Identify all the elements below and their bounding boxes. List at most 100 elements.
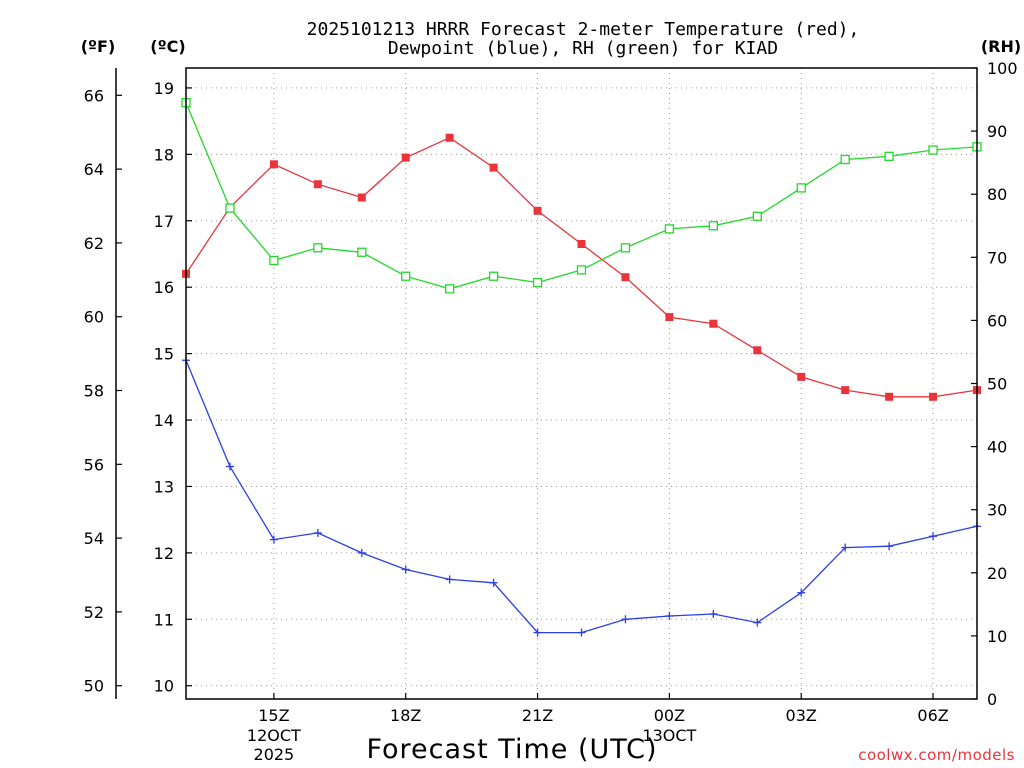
temperature-data-point xyxy=(709,319,718,328)
rh-data-point xyxy=(269,255,279,266)
rh-data-point xyxy=(357,247,367,257)
rh-tick-label: 30 xyxy=(987,501,1007,520)
temperature-data-point xyxy=(753,346,762,355)
fahrenheit-tick-label: 66 xyxy=(84,86,104,105)
temperature-data-point xyxy=(533,206,542,215)
rh-tick-label: 70 xyxy=(987,248,1007,267)
temperature-data-point xyxy=(445,133,454,142)
dewpoint-data-point xyxy=(841,543,850,552)
dewpoint-data-point xyxy=(269,535,278,544)
temperature-data-point xyxy=(797,372,806,381)
celsius-tick-label: 11 xyxy=(154,610,174,629)
celsius-tick-label: 14 xyxy=(154,411,174,430)
rh-data-point xyxy=(620,243,631,253)
temperature-data-point xyxy=(885,392,894,401)
dewpoint-data-point xyxy=(313,528,322,537)
x-tick-label: 18Z xyxy=(390,706,421,725)
rh-data-point xyxy=(488,271,499,281)
dewpoint-series-line xyxy=(185,360,978,634)
chart-title: 2025101213 HRRR Forecast 2-meter Tempera… xyxy=(307,19,860,40)
rh-tick-label: 80 xyxy=(987,185,1007,204)
x-tick-label: 06Z xyxy=(917,706,948,725)
celsius-tick-label: 13 xyxy=(154,477,174,496)
celsius-unit-label: (ºC) xyxy=(150,37,185,56)
rh-series-line xyxy=(185,102,978,290)
dewpoint-data-point xyxy=(929,532,938,541)
x-tick-year-label: 2025 xyxy=(254,745,295,764)
temperature-data-point xyxy=(577,240,586,249)
x-tick-label: 21Z xyxy=(522,706,553,725)
fahrenheit-tick-label: 50 xyxy=(84,677,104,696)
series-layer xyxy=(181,98,982,637)
rh-tick-label: 50 xyxy=(987,375,1007,394)
rh-tick-label: 10 xyxy=(987,627,1007,646)
fahrenheit-tick-label: 52 xyxy=(84,603,104,622)
fahrenheit-tick-label: 62 xyxy=(84,234,104,253)
temperature-data-point xyxy=(401,153,410,162)
rh-data-point xyxy=(752,211,762,221)
fahrenheit-tick-label: 54 xyxy=(84,529,104,548)
fahrenheit-unit-label: (ºF) xyxy=(81,37,116,56)
fahrenheit-tick-label: 64 xyxy=(84,160,104,179)
dewpoint-data-point xyxy=(445,575,454,584)
chart-title-line2: Dewpoint (blue), RH (green) for KIAD xyxy=(388,38,778,59)
rh-tick-label: 90 xyxy=(987,122,1007,141)
rh-tick-label: 20 xyxy=(987,564,1007,583)
temperature-data-point xyxy=(665,313,674,322)
grid-lines xyxy=(186,68,977,699)
rh-tick-label: 40 xyxy=(987,438,1007,457)
x-tick-date-label: 13OCT xyxy=(642,726,696,745)
dewpoint-data-point xyxy=(357,548,366,557)
rh-data-point xyxy=(796,183,806,193)
credit-label: coolwx.com/models xyxy=(858,746,1015,764)
x-axis-label: Forecast Time (UTC) xyxy=(366,734,657,765)
temperature-data-point xyxy=(357,193,366,202)
dewpoint-data-point xyxy=(401,565,410,574)
dewpoint-data-point xyxy=(753,618,762,627)
temperature-data-point xyxy=(269,160,278,169)
celsius-tick-label: 19 xyxy=(154,79,174,98)
fahrenheit-tick-label: 58 xyxy=(84,382,104,401)
plot-frame xyxy=(185,67,978,700)
dewpoint-data-point xyxy=(621,615,630,624)
rh-data-point xyxy=(532,277,543,288)
dewpoint-data-point xyxy=(885,542,894,551)
celsius-tick-label: 15 xyxy=(154,345,174,364)
dewpoint-data-point xyxy=(489,578,498,587)
rh-data-point xyxy=(445,284,455,294)
rh-data-point xyxy=(708,221,718,231)
rh-data-point xyxy=(840,154,850,165)
x-tick-label: 00Z xyxy=(654,706,685,725)
dewpoint-data-point xyxy=(709,609,718,618)
rh-data-point xyxy=(884,151,894,161)
x-tick-label: 03Z xyxy=(786,706,817,725)
celsius-axis: 10 11 12 13 14 15 16 17 18 19 xyxy=(154,79,192,696)
rh-data-point xyxy=(576,265,587,275)
celsius-tick-label: 10 xyxy=(154,677,174,696)
celsius-tick-label: 16 xyxy=(154,278,174,297)
rh-data-point xyxy=(401,271,411,281)
x-tick-label: 15Z xyxy=(258,706,289,725)
rh-data-point xyxy=(928,145,938,155)
celsius-tick-label: 18 xyxy=(154,145,174,164)
rh-data-point xyxy=(225,203,235,213)
temperature-data-point xyxy=(313,180,322,189)
celsius-tick-label: 12 xyxy=(154,544,174,563)
rh-tick-label: 100 xyxy=(987,59,1018,78)
rh-tick-label: 0 xyxy=(987,690,997,709)
temperature-data-point xyxy=(489,163,498,172)
dewpoint-data-point xyxy=(225,462,234,471)
temperature-data-point xyxy=(929,392,938,401)
dewpoint-data-point xyxy=(577,628,586,637)
rh-data-point xyxy=(313,243,323,253)
celsius-tick-label: 17 xyxy=(154,212,174,231)
temperature-data-point xyxy=(621,273,630,282)
dewpoint-data-point xyxy=(665,611,674,620)
rh-axis: 0 10 20 30 40 50 60 70 80 90 100 xyxy=(971,59,1018,709)
dewpoint-data-point xyxy=(533,628,542,637)
dewpoint-data-point xyxy=(797,588,806,597)
temperature-data-point xyxy=(841,386,850,395)
fahrenheit-tick-label: 60 xyxy=(84,308,104,327)
